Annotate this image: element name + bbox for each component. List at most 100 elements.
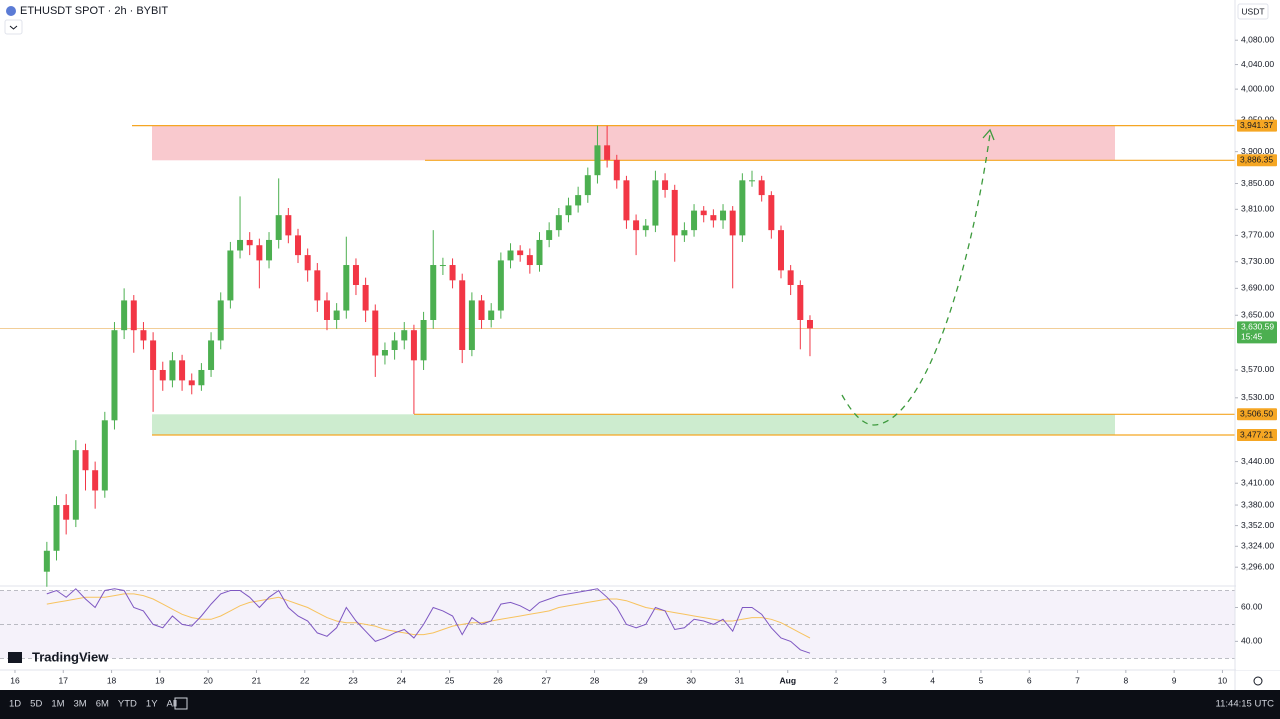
candle-body xyxy=(43,550,50,572)
collapse-button[interactable] xyxy=(4,19,23,35)
x-tick-label: 23 xyxy=(348,675,358,685)
candle-body xyxy=(304,255,311,271)
candle-body xyxy=(806,319,813,329)
candle-body xyxy=(459,280,466,351)
candle-body xyxy=(420,319,427,361)
candle-body xyxy=(758,180,765,196)
last-price-tag xyxy=(1237,321,1277,344)
candle-body xyxy=(227,250,234,301)
candle-body xyxy=(478,300,485,320)
candle-body xyxy=(768,195,775,231)
x-tick-label: 22 xyxy=(300,675,310,685)
x-tick-label: 17 xyxy=(59,675,69,685)
candle-body xyxy=(352,265,359,285)
candle-body xyxy=(169,360,176,381)
candle-body xyxy=(140,330,147,341)
candle-body xyxy=(275,215,282,240)
candle-body xyxy=(797,284,804,320)
candle-body xyxy=(604,145,611,160)
range-button[interactable]: 6M xyxy=(96,699,109,710)
candle-body xyxy=(92,470,99,491)
candle-body xyxy=(208,340,215,370)
clock: 11:44:15 UTC xyxy=(1216,699,1275,710)
rsi-y-tick-label: 60.00 xyxy=(1241,602,1263,612)
x-tick-label: 7 xyxy=(1075,675,1080,685)
candle-body xyxy=(266,239,273,261)
x-tick-label: 24 xyxy=(397,675,407,685)
range-button[interactable]: 3M xyxy=(74,699,87,710)
candle-body xyxy=(401,330,408,341)
candle-body xyxy=(787,270,794,285)
price-line-label: 3,477.21 xyxy=(1240,429,1273,439)
price-line-tag xyxy=(1237,119,1277,132)
x-tick-label: 25 xyxy=(445,675,455,685)
currency-label: USDT xyxy=(1241,6,1264,16)
candle-body xyxy=(749,180,756,182)
y-tick-label: 3,770.00 xyxy=(1241,230,1274,240)
price-line-tag xyxy=(1237,154,1277,167)
candle-body xyxy=(710,215,717,221)
candle-body xyxy=(555,215,562,231)
candle-body xyxy=(285,215,292,236)
rsi-ma-line xyxy=(46,593,811,639)
candle-body xyxy=(179,360,186,381)
candle-body xyxy=(82,450,89,471)
candle-body xyxy=(671,189,678,236)
candle-body xyxy=(323,300,330,320)
candle-body xyxy=(53,505,60,551)
candle-body xyxy=(217,300,224,341)
price-line-label: 3,886.35 xyxy=(1240,155,1273,165)
settings-icon[interactable] xyxy=(1253,676,1263,686)
candle-body xyxy=(314,270,321,301)
y-tick-label: 3,352.00 xyxy=(1241,520,1274,530)
x-tick-label: 30 xyxy=(686,675,696,685)
candle-body xyxy=(517,250,524,256)
candle-body xyxy=(729,210,736,236)
x-tick-label: 20 xyxy=(203,675,213,685)
y-tick-label: 4,040.00 xyxy=(1241,59,1274,69)
price-line-label: 3,506.50 xyxy=(1240,409,1273,419)
x-tick-label: 9 xyxy=(1172,675,1177,685)
candle-body xyxy=(343,265,350,311)
range-button[interactable]: 5D xyxy=(30,699,42,710)
range-button[interactable]: 1M xyxy=(51,699,64,710)
range-button[interactable]: All xyxy=(167,699,178,710)
x-tick-label: 8 xyxy=(1123,675,1128,685)
x-tick-label: 28 xyxy=(590,675,600,685)
range-button[interactable]: 1Y xyxy=(146,699,158,710)
date-range-icon[interactable] xyxy=(174,697,188,710)
candle-body xyxy=(188,380,195,386)
rsi-line xyxy=(46,588,811,654)
candle-body xyxy=(372,310,379,356)
x-tick-label: 5 xyxy=(979,675,984,685)
brand-logo: TradingView xyxy=(32,649,109,664)
x-tick-label: 10 xyxy=(1218,675,1228,685)
candle-body xyxy=(497,260,504,311)
currency-button[interactable] xyxy=(1237,3,1269,20)
zone xyxy=(152,414,1115,436)
candle-body xyxy=(594,145,601,176)
x-tick-label: 16 xyxy=(10,675,20,685)
candle-body xyxy=(150,340,157,370)
y-tick-label: 4,000.00 xyxy=(1241,83,1274,93)
candle-body xyxy=(237,239,244,251)
candle-body xyxy=(700,210,707,216)
candle-body xyxy=(526,255,533,266)
candle-body xyxy=(410,330,417,361)
toolbar-buttons: 1D 5D 1M 3M 6M YTD 1Y All xyxy=(9,699,177,710)
candle-body xyxy=(681,230,688,236)
range-button[interactable]: YTD xyxy=(118,699,137,710)
range-button[interactable]: 1D xyxy=(9,699,21,710)
x-tick-label: 29 xyxy=(638,675,648,685)
y-tick-label: 3,810.00 xyxy=(1241,204,1274,214)
price-line-label: 3,941.37 xyxy=(1240,120,1273,130)
y-tick-label: 3,850.00 xyxy=(1241,178,1274,188)
brand-logo-icon xyxy=(8,652,22,663)
candle-body xyxy=(121,300,128,331)
candle-body xyxy=(111,330,118,421)
x-tick-label: 2 xyxy=(834,675,839,685)
x-tick-label: 27 xyxy=(542,675,552,685)
y-tick-label: 3,730.00 xyxy=(1241,256,1274,266)
y-tick-label: 3,440.00 xyxy=(1241,456,1274,466)
